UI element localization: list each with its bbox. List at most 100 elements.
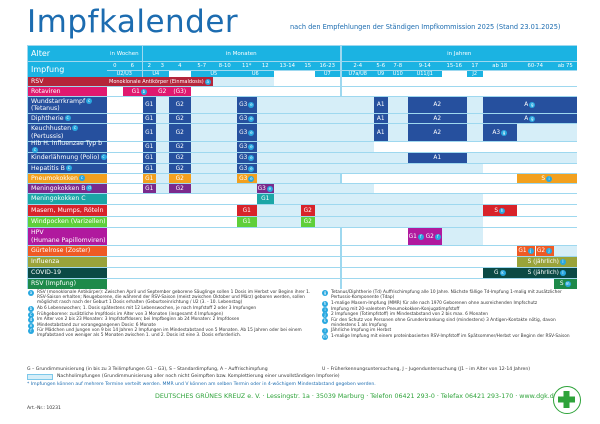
footnote-text: 1-malige Masern-Impfung (MMR) für alle n… — [331, 301, 538, 306]
row-background — [342, 184, 577, 193]
dose-cell: G1 — [143, 184, 156, 193]
dose-label: S — [541, 175, 546, 182]
footnote-text: Ab 6 Lebenswochen; 1. Dosis spätestens m… — [37, 306, 257, 311]
age-group-header: in Monaten — [143, 46, 340, 61]
dose-label: G2 — [175, 175, 184, 182]
catchup-cell — [213, 77, 274, 86]
footnote-marker-icon: f — [28, 328, 34, 334]
footnote-marker-icon: g — [529, 102, 536, 108]
dose-cell: G1 — [143, 114, 156, 123]
dose-cell: G1 — [143, 142, 156, 152]
row-label-keuchhusten: Keuchhusten c (Pertussis) — [28, 124, 107, 141]
row-label-text: Rotaviren — [31, 87, 61, 95]
checkup-label: U5 — [191, 70, 237, 77]
row-label-subtext: (Pertussis) — [31, 132, 64, 140]
footnote-marker-icon: c — [64, 114, 71, 121]
dose-cell: G3 e — [237, 174, 257, 183]
row-background — [342, 174, 577, 183]
catchup-cell — [274, 184, 374, 193]
footnote-marker-icon: c — [28, 311, 34, 318]
age-column-header: 8-10 — [213, 62, 237, 70]
row-label-text: Masern, Mumps, Röteln — [31, 206, 104, 214]
row-background — [107, 246, 340, 256]
dose-label: A1 — [433, 155, 442, 161]
dose-label: G1 — [145, 115, 154, 122]
dose-cell: G1 b — [123, 87, 156, 96]
dose-label: A2 — [433, 102, 442, 108]
catchup-cell — [191, 114, 237, 123]
age-column-header: 2 — [143, 62, 156, 70]
dose-cell: G2 — [301, 217, 315, 227]
row-label-subtext: (Tetanus) — [31, 105, 60, 112]
row-label-kinderlähmung-polio-: Kinderlähmung (Polio) c — [28, 153, 107, 163]
footnote-marker-icon: e — [266, 185, 273, 192]
dose-cell: G2 — [169, 97, 191, 113]
row-label-subtext: (Humane Papillomviren) — [31, 236, 106, 244]
dose-label: G2 — [175, 155, 184, 161]
footnote-text: Für Mädchen und Jungen von 9 bis 14 Jahr… — [37, 328, 302, 339]
age-column-header: 11* — [237, 62, 257, 70]
dose-cell: G2 — [156, 87, 169, 96]
catchup-cell — [257, 217, 301, 227]
dose-cell: G2 — [169, 142, 191, 152]
catchup-cell — [554, 246, 577, 256]
footnote-marker-icon: h — [499, 207, 506, 214]
row-background — [107, 279, 340, 289]
footnote-marker-icon: l — [559, 259, 566, 265]
green-cross-icon — [558, 391, 575, 408]
footnote-marker-icon: e — [248, 129, 255, 136]
dose-cell: G2 — [169, 164, 191, 173]
dose-label: G3 — [239, 175, 248, 182]
footnote-text: Für den Schutz von Personen ohne Grunder… — [331, 317, 556, 328]
dose-cell: G2 — [169, 174, 191, 183]
catchup-cell — [257, 97, 374, 113]
checkup-label: U9 — [374, 70, 388, 77]
footnote-m: m 1-malige Impfung mit einem proteinbasie… — [322, 333, 582, 340]
footnote-a: a RSV (monoklonale Antikörper): Zwischen … — [28, 290, 318, 306]
dose-cell: G2 — [169, 124, 191, 141]
dose-label: G1 — [518, 248, 527, 254]
dose-label: A2 — [433, 129, 442, 136]
footnote-marker-icon: l — [559, 270, 566, 276]
row-label-text: Kinderlähmung (Polio) — [31, 154, 100, 162]
dose-label: G2 — [175, 144, 184, 150]
catchup-cell — [467, 97, 483, 113]
catchup-cell — [156, 97, 169, 113]
row-label-text: Keuchhusten — [31, 125, 72, 133]
checkup-label: J2 — [467, 70, 483, 77]
catchup-swatch — [27, 374, 53, 380]
catchup-cell — [388, 124, 408, 141]
checkup-label — [274, 70, 315, 77]
footnote-marker-icon: c — [78, 174, 85, 181]
footnote-l: l Jährliche Impfung im Herbst — [322, 328, 582, 334]
checkup-label: U7a/U8 — [342, 70, 374, 77]
dose-cell: A2 — [408, 124, 467, 141]
catchup-cell — [191, 174, 237, 183]
dose-cell: G1 — [237, 205, 257, 216]
footnote-marker-icon: c — [32, 147, 38, 153]
dose-cell: G3 e — [237, 142, 257, 152]
row-background — [342, 142, 577, 152]
dose-label: A — [524, 102, 529, 108]
dose-label: G3 — [239, 144, 248, 150]
catchup-cell — [191, 184, 257, 193]
dose-label: G1 — [145, 102, 154, 108]
legend-abbreviations-right: U – Früherkennungsuntersuchung, J – Juge… — [322, 367, 531, 372]
row-label-wundstarrkrampf: Wundstarrkrampf c (Tetanus) — [28, 97, 107, 113]
checkup-label: U7 — [315, 70, 340, 77]
age-column-header: 4 — [169, 62, 191, 70]
row-label-rsv-impfung-: RSV (Impfung) — [28, 279, 107, 289]
catchup-cell — [467, 124, 483, 141]
footnote-marker-icon: l — [322, 328, 328, 334]
dose-label: A1 — [376, 129, 385, 136]
alter-label: Alter — [28, 46, 107, 61]
dose-label: G1 — [145, 175, 154, 182]
catchup-cell — [467, 114, 483, 123]
age-column-header: 13-14 — [274, 62, 301, 70]
dose-cell: G1 — [143, 124, 156, 141]
dose-label: G3 — [239, 102, 248, 108]
footnote-marker-icon: d — [86, 184, 93, 191]
row-label-masern-mumps-röteln: Masern, Mumps, Röteln — [28, 205, 107, 216]
